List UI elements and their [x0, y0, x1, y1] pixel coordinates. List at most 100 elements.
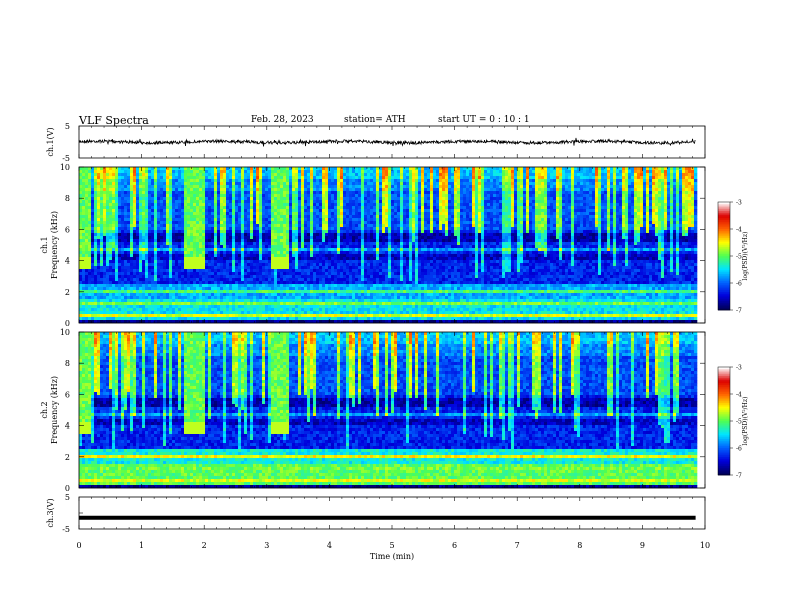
ch1-spectrogram-cell [253, 188, 257, 192]
ch1-spectrogram-cell [262, 179, 266, 183]
ch1-spectrogram-cell [268, 257, 272, 261]
ch1-spectrogram-cell [136, 182, 140, 186]
ch1-spectrogram-cell [325, 293, 329, 297]
ch1-spectrogram-cell [115, 236, 119, 240]
ch1-spectrogram-cell [97, 275, 101, 279]
ch1-spectrogram-cell [301, 182, 305, 186]
ch1-spectrogram-cell [100, 203, 104, 207]
ch1-spectrogram-cell [91, 194, 95, 198]
ch1-spectrogram-cell [109, 275, 113, 279]
ch1-spectrogram-cell [310, 188, 314, 192]
ch1-spectrogram-cell [196, 176, 200, 180]
ch1-spectrogram-cell [268, 179, 272, 183]
ch1-spectrogram-cell [193, 299, 197, 303]
ch1-spectrogram-cell [154, 188, 158, 192]
ch1-spectrogram-cell [238, 236, 242, 240]
ch1-spectrogram-cell [100, 275, 104, 279]
ch1-spectrogram-cell [160, 212, 164, 216]
ch1-spectrogram-cell [208, 236, 212, 240]
ch1-spectrogram-cell [205, 308, 209, 312]
ch1-spectrogram-cell [91, 188, 95, 192]
ch1-spectrogram-cell [235, 221, 239, 225]
ch1-spectrogram-cell [181, 296, 185, 300]
ch1-spectrogram-cell [286, 269, 290, 273]
ch1-spectrogram-cell [202, 215, 206, 219]
ch1-spectrogram-cell [172, 188, 176, 192]
ch1-spectrogram-cell [271, 203, 275, 207]
ch1-spectrogram-cell [298, 206, 302, 210]
ch1-spectrogram-cell [139, 320, 143, 324]
ch1-spectrogram-cell [229, 188, 233, 192]
ch1-spectrogram-cell [346, 263, 350, 267]
ch1-spectrogram-cell [211, 239, 215, 243]
ch1-spectrogram-cell [169, 209, 173, 213]
ch1-spectrogram-cell [256, 203, 260, 207]
ch1-spectrogram-cell [229, 179, 233, 183]
ch1-spectrogram-cell [334, 251, 338, 255]
ch1-spectrogram-cell [238, 317, 242, 321]
ch1-spectrogram-cell [139, 293, 143, 297]
ch1-spectrogram-cell [232, 272, 236, 276]
ch1-spectrogram-cell [298, 275, 302, 279]
ch1-spectrogram-cell [118, 320, 122, 324]
ch1-spectrogram-cell [274, 314, 278, 318]
ch1-spectrogram-cell [340, 254, 344, 258]
ch1-spectrogram-cell [208, 257, 212, 261]
ch1-spectrogram-cell [142, 173, 146, 177]
ch1-spectrogram-cell [343, 320, 347, 324]
ch1-spectrogram-cell [220, 230, 224, 234]
ch1-spectrogram-cell [88, 311, 92, 315]
ch1-spectrogram-cell [340, 317, 344, 321]
ch1-spectrogram-cell [178, 281, 182, 285]
ch1-spectrogram-cell [127, 167, 131, 171]
ch1-spectrogram-cell [187, 227, 191, 231]
ch1-spectrogram-cell [103, 299, 107, 303]
ch1-spectrogram-cell [145, 251, 149, 255]
ch1-spectrogram-cell [280, 299, 284, 303]
ch1-spectrogram-cell [358, 296, 362, 300]
ch1-spectrogram-cell [313, 248, 317, 252]
ch1-spectrogram-cell [142, 224, 146, 228]
ch1-spectrogram-cell [214, 215, 218, 219]
ch1-spectrogram-cell [349, 194, 353, 198]
ch1-spectrogram-cell [175, 233, 179, 237]
ch1-spectrogram-cell [211, 242, 215, 246]
ch1-spectrogram-cell [319, 230, 323, 234]
ch1-spectrogram-cell [304, 305, 308, 309]
ch1-spectrogram-cell [226, 200, 230, 204]
ch1-spectrogram-cell [319, 308, 323, 312]
ch1-spectrogram-cell [277, 254, 281, 258]
ch1-spectrogram-cell [271, 263, 275, 267]
ch1-spectrogram-cell [175, 278, 179, 282]
ch1-spectrogram-cell [205, 257, 209, 261]
ch1-spectrogram-cell [211, 173, 215, 177]
ch1-spectrogram-cell [277, 206, 281, 210]
ch1-spectrogram-cell [247, 239, 251, 243]
ch1-spectrogram-cell [268, 203, 272, 207]
ch1-spectrogram-cell [118, 239, 122, 243]
ch1-spectrogram-cell [178, 308, 182, 312]
ch1-spectrogram-cell [157, 314, 161, 318]
ch1-spectrogram-cell [145, 179, 149, 183]
ch1-spectrogram-cell [121, 200, 125, 204]
ch1-spectrogram-cell [172, 245, 176, 249]
ch1-spectrogram-cell [241, 302, 245, 306]
ch1-spectrogram-cell [205, 314, 209, 318]
ch1-spectrogram-cell [178, 287, 182, 291]
ch1-spectrogram-cell [139, 290, 143, 294]
ch1-spectrogram-cell [82, 278, 86, 282]
ch1-spectrogram-cell [343, 290, 347, 294]
ch1-spectrogram-cell [115, 251, 119, 255]
ch1-spectrogram-cell [331, 260, 335, 264]
ch1-spectrogram-cell [277, 308, 281, 312]
ch1-spectrogram-cell [331, 320, 335, 324]
ch1-spectrogram-cell [127, 200, 131, 204]
ch1-spectrogram-cell [283, 221, 287, 225]
ch1-spectrogram-cell [139, 245, 143, 249]
ch1-spectrogram-cell [337, 203, 341, 207]
ch1-spectrogram-cell [184, 305, 188, 309]
ch1-spectrogram-cell [154, 173, 158, 177]
ch1-spectrogram-cell [349, 233, 353, 237]
ch1-spectrogram-cell [193, 272, 197, 276]
ch1-spectrogram-cell [316, 251, 320, 255]
